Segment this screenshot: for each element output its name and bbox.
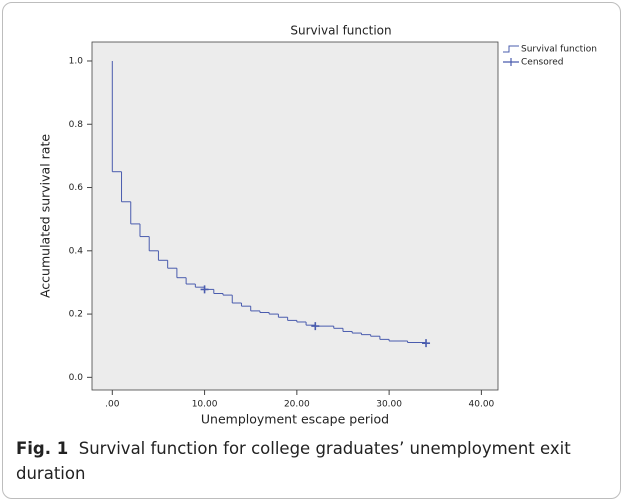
caption: Fig. 1 Survival function for college gra…	[16, 436, 606, 486]
y-axis-label: Accumulated survival rate	[38, 134, 53, 298]
censored-marker	[200, 285, 209, 294]
censored-marker	[311, 322, 320, 331]
x-tick-label: 10.00	[192, 400, 218, 410]
y-tick-label: 0.4	[69, 246, 84, 256]
legend-label: Survival function	[521, 45, 597, 55]
legend-symbol	[503, 45, 519, 53]
x-axis-label: Unemployment escape period	[201, 412, 389, 427]
plot-area	[91, 41, 499, 391]
y-tick-label: 0.8	[69, 120, 84, 130]
y-tick-label: 0.2	[69, 310, 83, 320]
y-tick-label: 0.6	[69, 183, 84, 193]
x-tick-label: 20.00	[284, 400, 310, 410]
legend-symbol	[503, 58, 519, 66]
figure-frame	[2, 2, 621, 499]
caption-label: Fig. 1	[16, 439, 69, 458]
x-tick-label: 40.00	[469, 400, 495, 410]
x-tick-label: 30.00	[376, 400, 402, 410]
y-tick-label: 0.0	[69, 373, 84, 383]
legend-label: Censored	[521, 58, 563, 68]
y-tick-label: 1.0	[69, 56, 84, 66]
censored-marker	[422, 339, 431, 348]
chart-title: Survival function	[290, 24, 391, 38]
x-tick-label: .00	[105, 400, 120, 410]
chart: Survival function Unemployment escape pe…	[38, 24, 597, 427]
caption-text: Survival function for college graduates’…	[16, 439, 571, 483]
